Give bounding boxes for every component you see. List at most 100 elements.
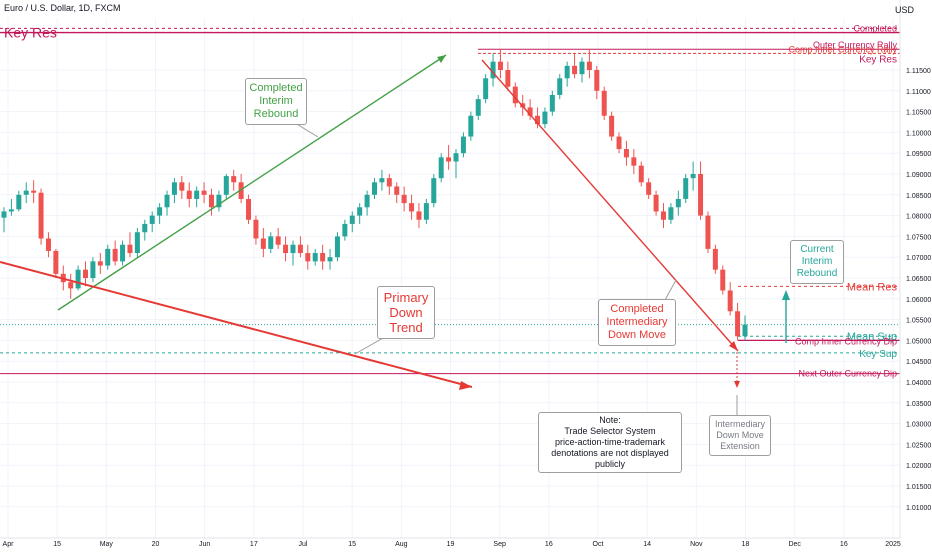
note-line: Note: bbox=[599, 415, 621, 425]
candle-body bbox=[305, 253, 311, 262]
candle-body bbox=[275, 236, 281, 245]
y-tick-label: 1.08000 bbox=[906, 214, 931, 221]
callout-line: Interim bbox=[801, 256, 833, 267]
candle-body bbox=[468, 115, 474, 137]
level-label: Comp Inner Currency Rally bbox=[788, 44, 897, 54]
interim-rebound-trendline bbox=[57, 54, 447, 311]
currency-label: USD bbox=[894, 5, 914, 15]
candle-body bbox=[579, 61, 585, 75]
candle-body bbox=[1, 211, 7, 218]
candle-body bbox=[586, 61, 592, 70]
candle-body bbox=[297, 244, 303, 254]
candle-body bbox=[549, 94, 555, 112]
candle-body bbox=[483, 78, 489, 100]
candle-body bbox=[83, 269, 89, 278]
candle-body bbox=[631, 157, 637, 166]
level-label: Outer Currency Rally bbox=[813, 40, 898, 50]
callout-line: Trend bbox=[389, 320, 423, 335]
candle-body bbox=[23, 190, 29, 195]
candle-body bbox=[535, 115, 541, 125]
y-tick-label: 1.04500 bbox=[906, 359, 931, 366]
x-tick-label: 17 bbox=[250, 541, 258, 548]
candle-body bbox=[268, 236, 274, 249]
x-tick-label: Apr bbox=[3, 541, 15, 548]
candle-body bbox=[735, 311, 741, 337]
candle-body bbox=[38, 192, 44, 239]
candle-body bbox=[497, 61, 503, 70]
candle-body bbox=[542, 111, 548, 125]
candle-body bbox=[349, 215, 355, 224]
x-tick-label: 2025 bbox=[885, 541, 901, 548]
level-label: Completed bbox=[853, 23, 897, 33]
candle-body bbox=[690, 174, 696, 179]
candle-body bbox=[357, 207, 363, 216]
candle-body bbox=[283, 244, 289, 254]
candle-body bbox=[238, 182, 244, 199]
candle-body bbox=[416, 211, 422, 220]
candle-body bbox=[609, 115, 615, 137]
candle-body bbox=[164, 194, 170, 208]
callout-line: Current bbox=[800, 244, 834, 255]
x-tick-label: Dec bbox=[788, 541, 801, 548]
x-tick-label: Sep bbox=[493, 541, 506, 548]
callout-line: Rebound bbox=[253, 108, 299, 120]
candle-body bbox=[53, 250, 59, 274]
trendlines-layer bbox=[0, 54, 790, 415]
candle-body bbox=[134, 232, 140, 254]
callout-line: Primary bbox=[383, 290, 429, 305]
x-tick-label: 19 bbox=[447, 541, 455, 548]
y-tick-label: 1.09000 bbox=[906, 172, 931, 179]
x-tick-label: May bbox=[100, 541, 114, 548]
candle-body bbox=[312, 253, 318, 262]
level-label: Next Outer Currency Dip bbox=[798, 369, 897, 379]
y-tick-label: 1.03500 bbox=[906, 401, 931, 408]
intermediary-down-move-trendline bbox=[481, 59, 739, 352]
candle-body bbox=[379, 178, 385, 183]
y-tick-label: 1.05500 bbox=[906, 318, 931, 325]
candle-body bbox=[208, 194, 214, 208]
candle-body bbox=[246, 198, 252, 220]
callout-line: Interim bbox=[259, 95, 293, 107]
candle-body bbox=[460, 136, 466, 154]
x-tick-label: 18 bbox=[742, 541, 750, 548]
candle-body bbox=[475, 99, 481, 116]
symbol-title: Euro / U.S. Dollar, 1D, FXCM bbox=[4, 3, 121, 13]
grid-layer bbox=[0, 18, 900, 538]
candle-body bbox=[512, 86, 518, 104]
candle-body bbox=[372, 182, 377, 195]
candle-body bbox=[201, 190, 207, 195]
candle-body bbox=[364, 194, 370, 208]
candle-body bbox=[253, 219, 259, 239]
current-rebound-arrowhead bbox=[782, 290, 790, 300]
x-tick-label: Aug bbox=[395, 541, 408, 548]
x-tick-label: Jul bbox=[299, 541, 308, 548]
y-tick-label: 1.01500 bbox=[906, 484, 931, 491]
candle-body bbox=[594, 70, 600, 91]
callout-line: Intermediary bbox=[606, 316, 668, 328]
extension-arrowhead bbox=[734, 381, 740, 388]
y-tick-label: 1.03000 bbox=[906, 422, 931, 429]
primary-down-trendline bbox=[0, 261, 473, 388]
candle-body bbox=[290, 244, 296, 254]
x-tick-label: 14 bbox=[643, 541, 651, 548]
candle-body bbox=[327, 257, 333, 262]
candle-body bbox=[97, 261, 103, 266]
callout-leader-primary bbox=[354, 337, 384, 355]
candle-body bbox=[342, 223, 348, 237]
y-tick-label: 1.07500 bbox=[906, 234, 931, 241]
primary-down-trend-callout: Primary Down Trend bbox=[377, 286, 435, 339]
x-tick-label: 20 bbox=[152, 541, 160, 548]
candle-body bbox=[668, 207, 674, 220]
x-tick-label: Nov bbox=[690, 541, 703, 548]
callout-leader-intermediary bbox=[664, 279, 677, 301]
candle-body bbox=[720, 269, 726, 291]
x-tick-label: Oct bbox=[593, 541, 604, 548]
level-label: Key Sup bbox=[859, 349, 897, 360]
note-line: price-action-time-trademark bbox=[554, 437, 666, 447]
price-axis-background bbox=[900, 0, 932, 550]
candle-body bbox=[179, 182, 185, 191]
callout-line: Down Move bbox=[607, 329, 667, 341]
